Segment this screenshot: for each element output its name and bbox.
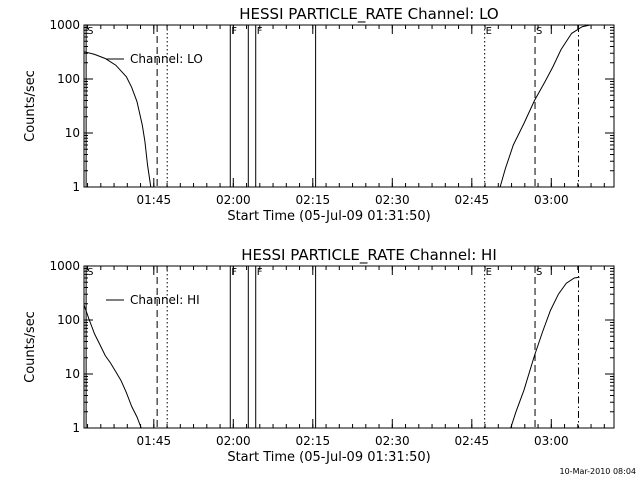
x-tick-label: 02:00 [216,434,251,448]
x-tick-label: 02:15 [296,193,331,207]
chart-title: HESSI PARTICLE_RATE Channel: HI [241,246,497,265]
event-label: S [536,26,542,37]
y-tick-label: 1 [72,180,80,194]
x-tick-label: 02:30 [375,193,410,207]
legend-label: Channel: HI [130,293,200,307]
event-label: S [536,267,542,278]
event-label: F [231,26,237,37]
series-line [510,276,580,429]
series-line [83,51,152,188]
y-tick-label: 1000 [49,18,80,32]
chart-panel-lo: HESSI PARTICLE_RATE Channel: LO 1 10 100 100… [23,5,615,224]
x-tick-label: 01:45 [137,434,172,448]
chart-title: HESSI PARTICLE_RATE Channel: LO [239,5,498,24]
x-tick-label: 02:45 [455,193,490,207]
series-line [83,304,142,429]
y-tick-label: 1000 [49,259,80,273]
event-label: E [486,267,492,278]
x-tick-label: 02:15 [296,434,331,448]
x-axis-label: Start Time (05-Jul-09 01:31:50) [227,209,430,224]
y-axis-label: Counts/sec [23,70,38,142]
series-line [499,24,591,188]
plot-frame [83,265,615,429]
chart-panel-hi: HESSI PARTICLE_RATE Channel: HI 1 10 100 100… [23,246,615,465]
y-tick-label: 100 [57,313,80,327]
x-tick-label: 02:00 [216,193,251,207]
y-tick-label: 10 [65,367,80,381]
x-tick-label: 02:45 [455,434,490,448]
event-label: S [87,267,93,278]
event-label: F [257,267,263,278]
plot-frame [83,24,615,188]
y-tick-label: 1 [72,421,80,435]
event-label: F [231,267,237,278]
event-label: S [87,26,93,37]
event-label: E [486,26,492,37]
footer-timestamp: 10-Mar-2010 08:04 [560,467,637,476]
y-tick-label: 100 [57,72,80,86]
x-tick-label: 02:30 [375,434,410,448]
event-label: F [257,26,263,37]
x-tick-label: 03:00 [534,434,569,448]
x-tick-label: 01:45 [137,193,172,207]
x-axis-label: Start Time (05-Jul-09 01:31:50) [227,450,430,465]
x-tick-label: 03:00 [534,193,569,207]
y-axis-label: Counts/sec [23,311,38,383]
legend-label: Channel: LO [130,52,203,66]
y-tick-label: 10 [65,126,80,140]
